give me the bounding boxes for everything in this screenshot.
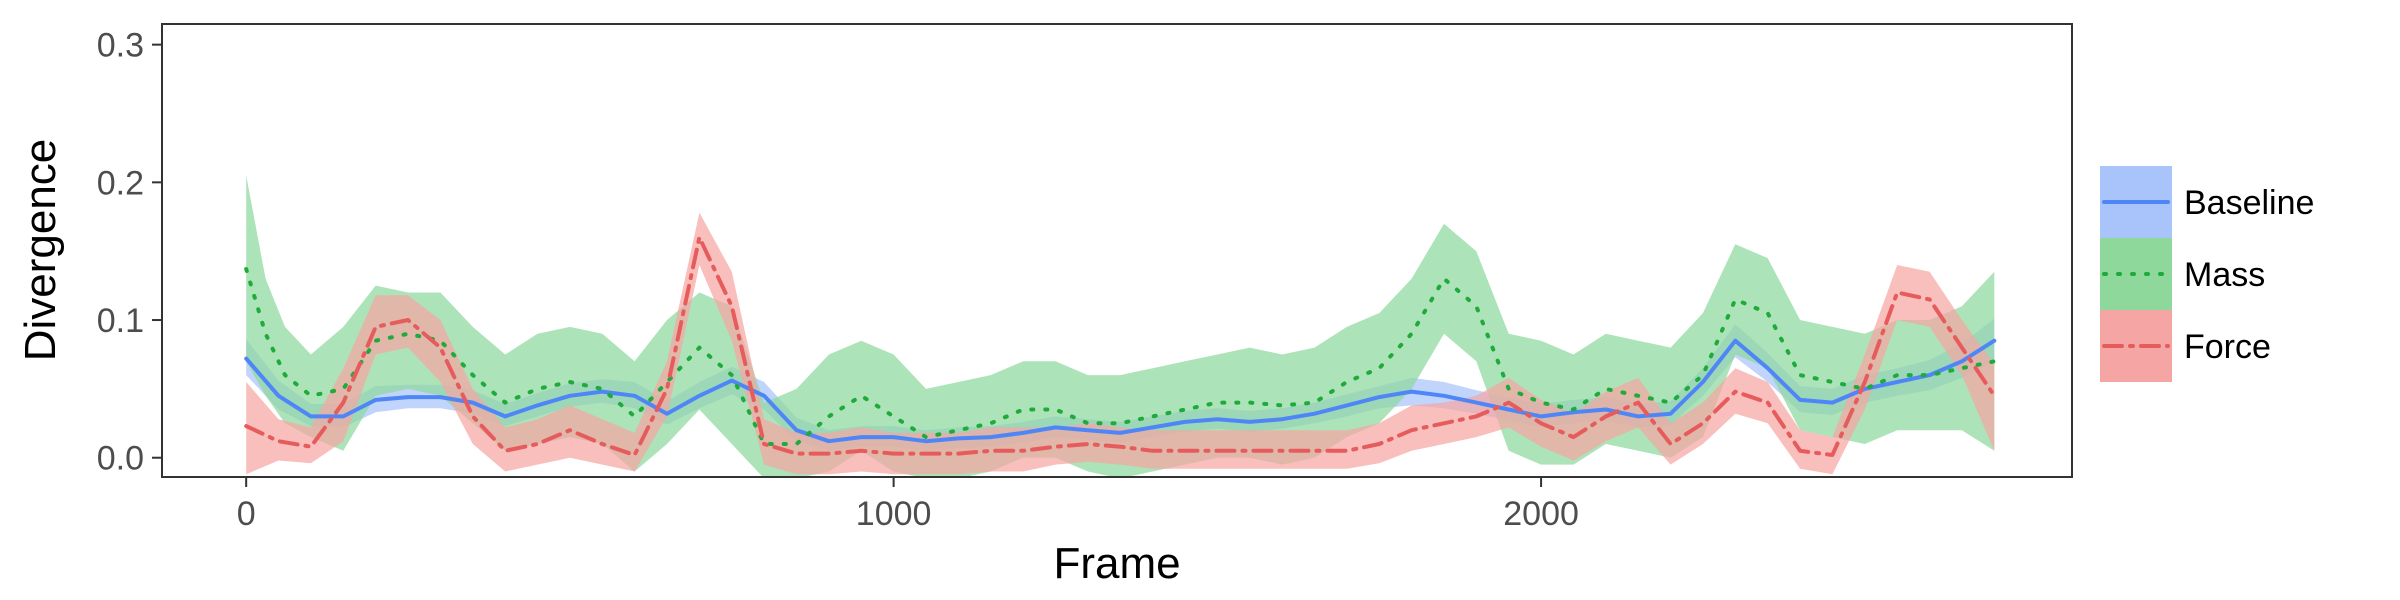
mass-confidence-band xyxy=(246,175,1995,477)
plot-panel-border xyxy=(161,23,2073,478)
legend-label-force: Force xyxy=(2184,328,2271,366)
series-lines xyxy=(244,235,1997,457)
force-confidence-band xyxy=(246,212,1995,475)
legend-label-mass: Mass xyxy=(2184,256,2265,294)
y-tick-label: 0.0 xyxy=(97,440,144,478)
x-tick-label: 0 xyxy=(237,495,256,533)
x-axis-title: Frame xyxy=(1053,539,1180,588)
legend: Baseline Mass Force xyxy=(2100,166,2314,382)
mass-line xyxy=(244,267,1997,446)
y-tick-label: 0.1 xyxy=(97,302,144,340)
x-tick-label: 1000 xyxy=(856,495,932,533)
legend-label-baseline: Baseline xyxy=(2184,184,2314,222)
axis-ticks: 0.0 0.1 0.2 0.3 0 1000 2000 xyxy=(97,27,1579,533)
y-tick-label: 0.2 xyxy=(97,164,144,202)
force-line xyxy=(244,235,1997,457)
y-axis-title: Divergence xyxy=(16,139,65,362)
confidence-bands xyxy=(246,175,1995,477)
baseline-line xyxy=(244,338,1997,444)
y-tick-label: 0.3 xyxy=(97,27,144,65)
x-tick-label: 2000 xyxy=(1503,495,1579,533)
